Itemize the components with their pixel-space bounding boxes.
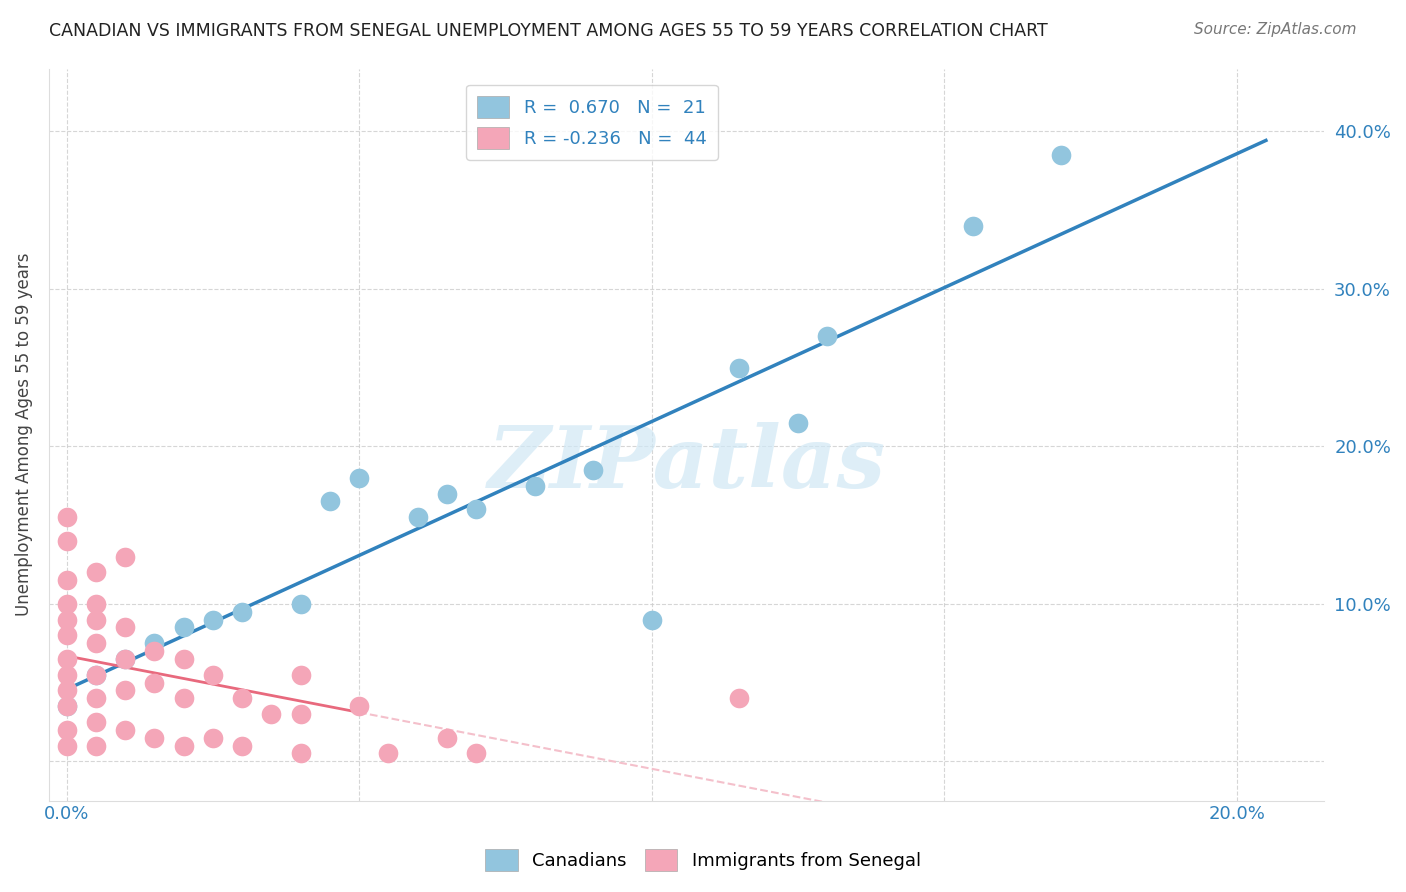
Point	[290, 706, 312, 721]
Point	[55, 533, 77, 548]
Point	[55, 652, 77, 666]
Point	[201, 731, 224, 745]
Point	[465, 747, 488, 761]
Point	[260, 706, 283, 721]
Point	[290, 597, 312, 611]
Point	[436, 486, 458, 500]
Point	[55, 739, 77, 753]
Point	[290, 667, 312, 681]
Point	[114, 683, 136, 698]
Point	[231, 691, 253, 706]
Point	[55, 613, 77, 627]
Legend: Canadians, Immigrants from Senegal: Canadians, Immigrants from Senegal	[478, 842, 928, 879]
Point	[55, 723, 77, 737]
Point	[84, 691, 107, 706]
Point	[201, 613, 224, 627]
Point	[347, 471, 370, 485]
Point	[436, 731, 458, 745]
Point	[347, 699, 370, 714]
Point	[406, 510, 429, 524]
Point	[55, 597, 77, 611]
Point	[143, 731, 166, 745]
Point	[290, 747, 312, 761]
Point	[231, 605, 253, 619]
Point	[84, 636, 107, 650]
Point	[55, 699, 77, 714]
Point	[786, 416, 808, 430]
Point	[377, 747, 399, 761]
Point	[114, 549, 136, 564]
Text: Source: ZipAtlas.com: Source: ZipAtlas.com	[1194, 22, 1357, 37]
Point	[728, 691, 751, 706]
Point	[231, 739, 253, 753]
Point	[114, 620, 136, 634]
Point	[143, 644, 166, 658]
Point	[84, 739, 107, 753]
Point	[84, 667, 107, 681]
Point	[84, 566, 107, 580]
Point	[173, 620, 195, 634]
Point	[319, 494, 342, 508]
Point	[55, 699, 77, 714]
Point	[640, 613, 662, 627]
Point	[55, 573, 77, 587]
Text: CANADIAN VS IMMIGRANTS FROM SENEGAL UNEMPLOYMENT AMONG AGES 55 TO 59 YEARS CORRE: CANADIAN VS IMMIGRANTS FROM SENEGAL UNEM…	[49, 22, 1047, 40]
Point	[201, 667, 224, 681]
Y-axis label: Unemployment Among Ages 55 to 59 years: Unemployment Among Ages 55 to 59 years	[15, 252, 32, 616]
Point	[84, 667, 107, 681]
Legend: R =  0.670   N =  21, R = -0.236   N =  44: R = 0.670 N = 21, R = -0.236 N = 44	[467, 85, 717, 160]
Point	[84, 597, 107, 611]
Point	[84, 613, 107, 627]
Point	[815, 329, 838, 343]
Point	[523, 479, 546, 493]
Point	[143, 675, 166, 690]
Point	[1050, 148, 1073, 162]
Point	[84, 714, 107, 729]
Point	[728, 360, 751, 375]
Point	[114, 652, 136, 666]
Point	[114, 723, 136, 737]
Point	[114, 652, 136, 666]
Point	[55, 628, 77, 642]
Point	[55, 683, 77, 698]
Point	[173, 691, 195, 706]
Point	[173, 739, 195, 753]
Point	[143, 636, 166, 650]
Point	[582, 463, 605, 477]
Text: ZIPatlas: ZIPatlas	[488, 422, 886, 506]
Point	[55, 667, 77, 681]
Point	[962, 219, 984, 233]
Point	[173, 652, 195, 666]
Point	[55, 510, 77, 524]
Point	[465, 502, 488, 516]
